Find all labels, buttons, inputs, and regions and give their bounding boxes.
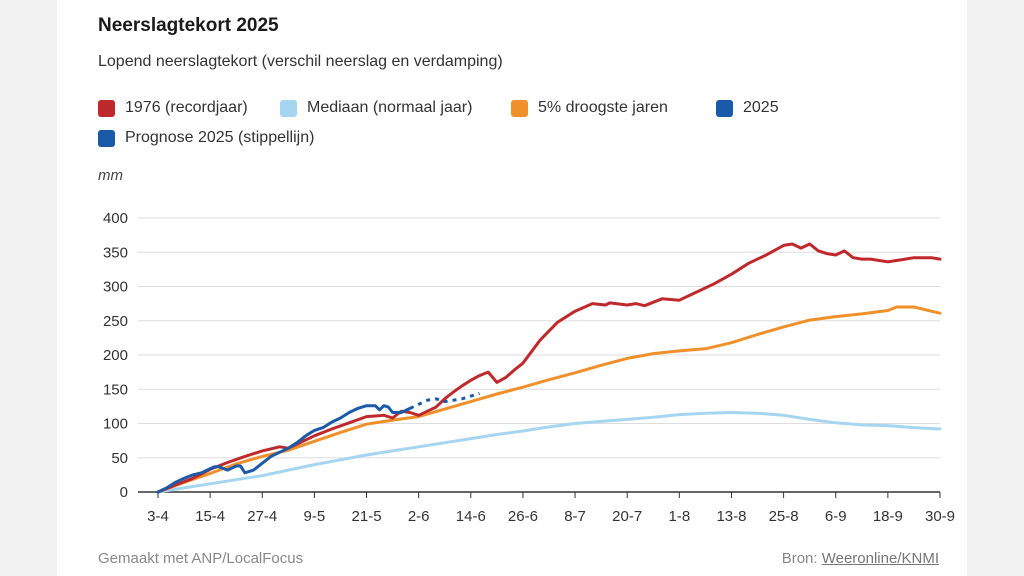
y-tick-label-0: 0 [120, 484, 128, 501]
chart-title: Neerslagtekort 2025 [98, 15, 279, 36]
x-tick-label-30-9: 30-9 [925, 508, 955, 525]
legend-swatch-prognose [98, 129, 115, 147]
y-axis-unit: mm [98, 167, 123, 184]
legend-label-2025: 2025 [743, 99, 779, 116]
x-tick-label-9-5: 9-5 [304, 508, 326, 525]
legend-swatch-mediaan [280, 99, 297, 117]
y-tick-label-100: 100 [103, 416, 128, 433]
legend-label-1976: 1976 (recordjaar) [125, 99, 248, 116]
chart-subtitle: Lopend neerslagtekort (verschil neerslag… [98, 53, 503, 70]
y-tick-label-350: 350 [103, 244, 128, 261]
y-tick-label-50: 50 [111, 450, 128, 467]
footer-source-label: Bron: [781, 550, 818, 567]
x-tick-label-18-9: 18-9 [873, 508, 903, 525]
legend-swatch-1976 [98, 99, 115, 117]
series-line-s1976 [156, 242, 942, 494]
x-tick-label-21-5: 21-5 [352, 508, 382, 525]
x-tick-label-1-8: 1-8 [668, 508, 690, 525]
x-tick-label-26-6: 26-6 [508, 508, 538, 525]
x-tick-label-25-8: 25-8 [769, 508, 799, 525]
legend-swatch-droog [511, 99, 528, 117]
x-tick-label-13-8: 13-8 [716, 508, 746, 525]
x-tick-label-3-4: 3-4 [147, 508, 169, 525]
x-tick-label-14-6: 14-6 [456, 508, 486, 525]
legend-item-mediaan: Mediaan (normaal jaar) [280, 98, 472, 118]
y-tick-label-300: 300 [103, 279, 128, 296]
legend-item-droog: 5% droogste jaren [511, 98, 668, 118]
series-line-droog [156, 305, 942, 494]
legend-label-mediaan: Mediaan (normaal jaar) [307, 99, 473, 116]
y-tick-label-150: 150 [103, 381, 128, 398]
series-line-prognose [409, 391, 480, 410]
x-tick-label-8-7: 8-7 [564, 508, 586, 525]
legend-item-1976: 1976 (recordjaar) [98, 98, 248, 118]
legend-label-prognose: Prognose 2025 (stippellijn) [125, 129, 315, 146]
series-line-y2025 [156, 404, 412, 494]
x-tick-label-20-7: 20-7 [612, 508, 642, 525]
x-tick-label-27-4: 27-4 [247, 508, 277, 525]
footer-credit: Gemaakt met ANP/LocalFocus [98, 550, 304, 567]
legend-item-2025: 2025 [716, 98, 779, 118]
footer-source-link[interactable]: Weeronline/KNMI [821, 550, 939, 567]
series-line-mediaan [156, 411, 942, 494]
legend-label-droog: 5% droogste jaren [538, 99, 668, 116]
x-tick-label-6-9: 6-9 [825, 508, 847, 525]
legend-item-prognose: Prognose 2025 (stippellijn) [98, 128, 314, 148]
y-tick-label-400: 400 [103, 210, 128, 227]
y-tick-label-200: 200 [103, 347, 128, 364]
footer-source: Bron: Weeronline/KNMI [782, 550, 939, 567]
chart-card: Neerslagtekort 2025 Lopend neerslagtekor… [57, 0, 967, 576]
x-tick-label-15-4: 15-4 [195, 508, 225, 525]
y-tick-label-250: 250 [103, 313, 128, 330]
legend-swatch-2025 [716, 99, 733, 117]
x-tick-label-2-6: 2-6 [408, 508, 430, 525]
